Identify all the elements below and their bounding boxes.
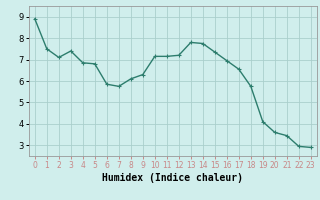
X-axis label: Humidex (Indice chaleur): Humidex (Indice chaleur) bbox=[102, 173, 243, 183]
